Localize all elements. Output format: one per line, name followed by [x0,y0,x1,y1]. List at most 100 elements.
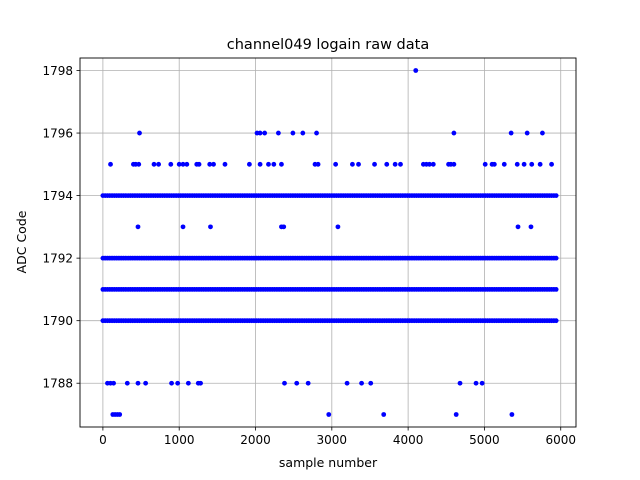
outlier-point [143,380,149,386]
outlier-point [276,130,281,136]
outlier-point [184,161,190,167]
outlier-point [108,161,113,167]
x-tick-label: 4000 [393,433,424,447]
y-tick-label: 1798 [42,64,73,78]
y-tick-label: 1792 [42,251,73,265]
outlier-point [521,161,527,167]
outlier-point [211,161,216,167]
x-tick-label: 1000 [164,433,195,447]
outlier-point [514,161,520,167]
data-point [553,287,559,292]
data-point [553,193,559,198]
outlier-point [356,161,361,167]
plot-frame [79,57,577,428]
outlier-point [151,161,157,167]
x-tick-label: 0 [99,433,107,447]
outlier-point [198,380,203,386]
outlier-point [294,380,300,386]
outlier-point [279,161,284,167]
outlier-point [305,380,311,386]
outlier-point [430,161,436,167]
outlier-point [290,130,296,136]
x-axis-ticks: 0 1000 2000 3000 4000 5000 6000 [99,427,576,447]
outlier-point [501,161,507,167]
outlier-point [473,380,479,386]
outlier-point [427,161,432,167]
y-axis-label: ADC Code [14,210,29,273]
outlier-point [282,380,287,386]
outlier-point [368,380,374,386]
x-tick-label: 3000 [317,433,348,447]
outlier-point [315,161,321,167]
outlier-point [111,380,116,386]
data-point [553,318,559,324]
y-tick-label: 1788 [42,377,73,391]
data-points [100,68,559,417]
outlier-point [257,130,263,136]
outlier-point [222,161,228,167]
outlier-point [326,412,332,417]
outlier-point [479,380,485,386]
outlier-point [384,161,390,167]
outlier-point [257,161,263,167]
data-point [553,255,559,261]
outlier-point [528,224,534,230]
outlier-point [262,130,268,136]
chart-title: channel049 logain raw data [227,37,429,53]
outlier-point [381,412,387,417]
outlier-point [392,161,398,167]
x-tick-label: 6000 [545,433,576,447]
outlier-point [540,130,545,136]
outlier-point [524,130,530,136]
outlier-point [135,224,141,230]
outlier-point [350,161,355,167]
outlier-point [509,412,515,417]
x-tick-label: 2000 [240,433,271,447]
outlier-point [208,224,213,230]
outlier-point [196,161,202,167]
outlier-point [168,161,174,167]
outlier-point [117,412,123,417]
outlier-point [344,380,350,386]
outlier-point [333,161,339,167]
outlier-point [335,224,341,230]
outlier-point [135,380,141,386]
outlier-point [175,380,181,386]
outlier-point [515,224,521,230]
outlier-point [482,161,488,167]
outlier-point [508,130,514,136]
y-axis-ticks: 1788 1790 1792 1794 1796 1798 [42,64,80,391]
outlier-point [491,161,497,167]
outlier-point [537,161,543,167]
outlier-point [451,161,457,167]
outlier-point [176,161,182,167]
outlier-point [359,380,364,386]
outlier-point [137,130,142,136]
outlier-point [453,412,459,417]
outlier-point [247,161,252,167]
outlier-point [549,161,554,167]
outlier-point [281,224,287,230]
outlier-point [185,380,191,386]
outlier-point [300,130,306,136]
outlier-point [136,161,142,167]
outlier-point [457,380,463,386]
outlier-point [398,161,403,167]
outlier-point [266,161,271,167]
outlier-point [180,224,186,230]
outlier-point [271,161,277,167]
y-tick-label: 1794 [42,189,73,203]
outlier-point [124,380,130,386]
outlier-point [372,161,377,167]
outlier-point [529,161,535,167]
outlier-point [413,68,419,73]
x-tick-label: 5000 [469,433,500,447]
y-tick-label: 1790 [42,314,73,328]
outlier-point [314,130,319,136]
outlier-point [156,161,161,167]
outlier-point [169,380,174,386]
outlier-point [207,161,213,167]
x-axis-label: sample number [279,455,378,470]
